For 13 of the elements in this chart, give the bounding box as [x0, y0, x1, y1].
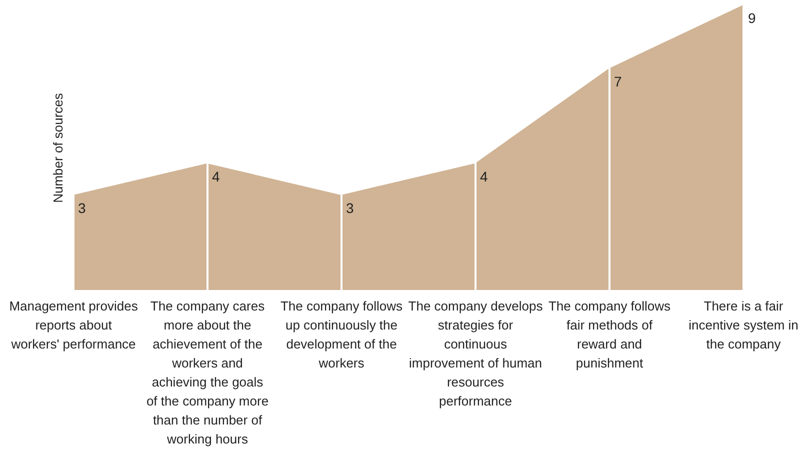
x-tick-label: Management provides reports about workers' performance — [9, 298, 138, 352]
data-label: 7 — [614, 73, 622, 90]
x-tick-label: The company follows fair methods of reward and punishment — [548, 298, 672, 370]
data-label: 4 — [480, 168, 488, 184]
x-tick-label: The company follows up continuously the development of the workers — [280, 298, 404, 370]
data-label: 4 — [212, 168, 220, 184]
data-label: 3 — [346, 200, 354, 216]
x-tick-label: The company cares more about the achievement of the workers and achieving the goals of the company more than the number of working hours — [146, 298, 269, 446]
data-label: 3 — [78, 200, 86, 216]
x-tick-label: There is a fair incentive system in the company — [688, 298, 798, 352]
data-label: 9 — [748, 10, 756, 26]
x-tick-label: The company develops strategies for continuous improvement of human resources performance — [408, 298, 544, 408]
y-axis-title: Number of sources — [50, 92, 66, 203]
